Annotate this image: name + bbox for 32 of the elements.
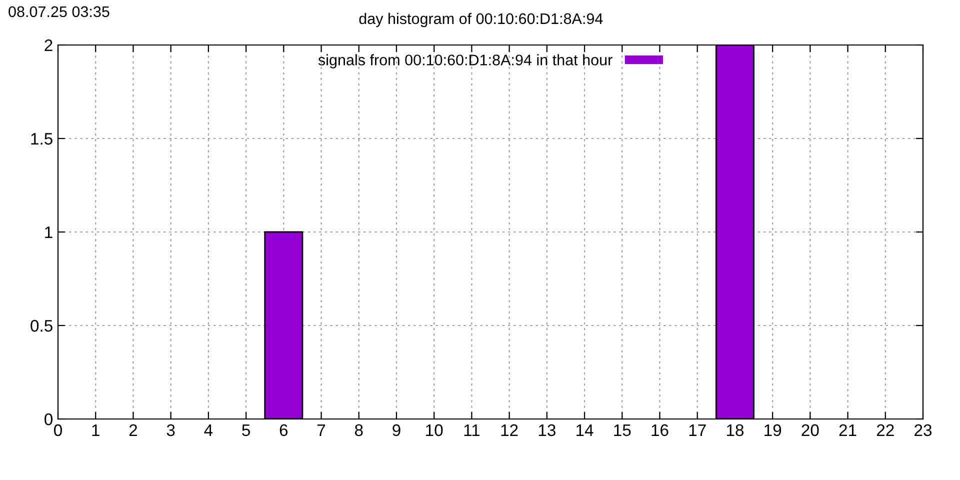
x-tick-label: 12 bbox=[501, 424, 518, 436]
x-tick-label: 13 bbox=[538, 424, 556, 436]
x-tick-label: 3 bbox=[166, 424, 175, 436]
x-tick-label: 10 bbox=[426, 424, 443, 436]
x-tick-label: 15 bbox=[614, 424, 631, 436]
x-tick-label: 14 bbox=[576, 424, 594, 436]
x-tick-label: 4 bbox=[204, 424, 213, 436]
x-tick-label: 0 bbox=[54, 424, 62, 436]
x-tick-label: 7 bbox=[317, 424, 326, 436]
x-tick-label: 9 bbox=[392, 424, 400, 436]
x-tick-label: 2 bbox=[129, 424, 138, 436]
y-tick-label: 2 bbox=[44, 39, 52, 52]
y-tick-label: 0 bbox=[44, 413, 52, 426]
legend-label: signals from 00:10:60:D1:8A:94 in that hour bbox=[318, 54, 612, 68]
x-tick-label: 22 bbox=[876, 424, 894, 436]
y-tick-label: 1 bbox=[45, 226, 52, 238]
x-tick-label: 1 bbox=[92, 424, 100, 436]
x-tick-label: 5 bbox=[242, 424, 250, 436]
x-tick-label: 6 bbox=[280, 424, 288, 436]
x-tick-label: 23 bbox=[914, 424, 932, 436]
x-tick-label: 17 bbox=[689, 424, 706, 436]
chart-title: day histogram of 00:10:60:D1:8A:94 bbox=[359, 12, 603, 28]
y-tick-label: 0.5 bbox=[30, 320, 52, 332]
x-tick-label: 16 bbox=[652, 424, 668, 436]
y-tick-label: 1.5 bbox=[31, 133, 52, 145]
x-tick-label: 11 bbox=[464, 424, 480, 436]
x-tick-label: 21 bbox=[839, 424, 856, 436]
text: 08.07.25 03:35 bbox=[8, 6, 110, 18]
x-tick-label: 8 bbox=[354, 424, 363, 436]
x-tick-label: 18 bbox=[726, 424, 744, 436]
x-tick-label: 20 bbox=[802, 424, 819, 436]
x-tick-label: 19 bbox=[764, 424, 782, 436]
